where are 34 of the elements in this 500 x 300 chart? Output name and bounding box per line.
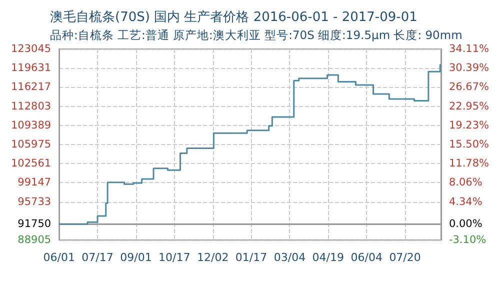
y-tick-label: 102561 [10, 158, 52, 170]
x-tick-label: 12/02 [196, 251, 229, 264]
x-tick-label: 07/20 [389, 251, 421, 264]
y-tick-label: 119631 [10, 62, 52, 74]
y-tick-label: 99147 [18, 176, 52, 189]
y-tick-label: 112803 [10, 100, 52, 112]
y2-tick-label: 19.23% [448, 119, 490, 132]
y2-tick-label: 11.78% [448, 158, 490, 170]
x-tick-label: 09/01 [120, 251, 152, 264]
x-tick-label: 06/04 [350, 251, 382, 264]
y2-tick-label: 34.11% [448, 43, 490, 55]
chart-title: 澳毛自梳条(70S) 国内 生产者价格 2016-06-01 - 2017-09-01 [50, 10, 418, 25]
x-tick-label: 03/04 [274, 251, 306, 264]
y-tick-label: 95733 [18, 196, 52, 208]
x-tick-label: 01/17 [235, 251, 268, 264]
x-tick-label: 04/19 [312, 251, 344, 264]
x-tick-label: 06/01 [43, 251, 75, 264]
y-tick-label: 88905 [18, 234, 52, 246]
y2-tick-label: 0.00% [448, 218, 482, 230]
y2-tick-label: 26.67% [448, 81, 490, 94]
y2-tick-label: 15.50% [448, 138, 490, 151]
y-tick-label: 109389 [10, 119, 52, 132]
y2-tick-label: -3.10% [448, 234, 486, 246]
x-tick-label: 10/17 [158, 251, 190, 264]
y-tick-label: 123045 [10, 43, 52, 55]
y2-tick-label: 30.39% [448, 62, 490, 74]
x-tick-label: 07/17 [82, 251, 114, 264]
y2-tick-label: 8.06% [448, 176, 482, 189]
y2-tick-label: 22.95% [448, 100, 490, 112]
y2-tick-label: 4.34% [448, 196, 482, 208]
y-tick-label: 105975 [10, 138, 52, 150]
chart-subtitle: 品种:自梳条 工艺:普通 原产地:澳大利亚 型号:70S 细度:19.5μm 长度: 90mm [50, 28, 462, 42]
y-tick-label: 116217 [10, 81, 52, 94]
y-tick-label: 91750 [18, 218, 52, 230]
